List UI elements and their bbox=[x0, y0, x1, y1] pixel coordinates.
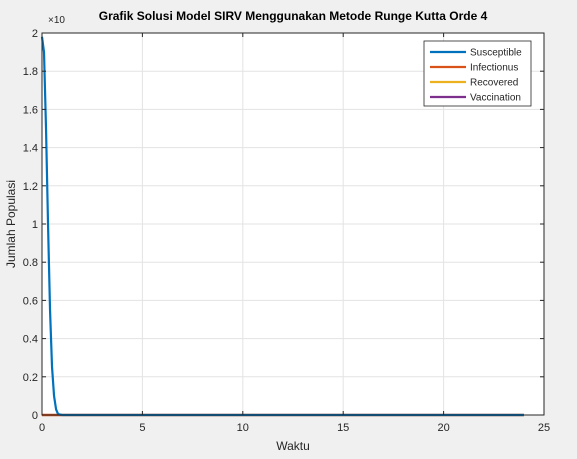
x-tick-label: 5 bbox=[139, 422, 145, 434]
y-tick-label: 0.6 bbox=[23, 295, 38, 307]
y-tick-label: 1.6 bbox=[23, 104, 38, 116]
y-tick-label: 1.8 bbox=[23, 66, 38, 78]
x-tick-label: 10 bbox=[237, 422, 249, 434]
y-tick-label: 1 bbox=[32, 219, 38, 231]
y-tick-label: 1.4 bbox=[23, 143, 38, 155]
y-tick-label: 1.2 bbox=[23, 181, 38, 193]
y-tick-label: 0.8 bbox=[23, 257, 38, 269]
x-axis-label: Waktu bbox=[276, 439, 310, 453]
legend-label-vaccination: Vaccination bbox=[470, 93, 521, 104]
y-tick-label: 0.2 bbox=[23, 372, 38, 384]
legend-label-recovered: Recovered bbox=[470, 78, 518, 89]
legend: Susceptible Infectionus Recovered Vaccinati… bbox=[424, 41, 531, 106]
y-tick-label: 2 bbox=[32, 28, 38, 40]
y-axis-label: Jumlah Populasi bbox=[4, 180, 18, 268]
y-tick-label: 0 bbox=[32, 410, 38, 422]
x-tick-label: 20 bbox=[437, 422, 449, 434]
chart-title: Grafik Solusi Model SIRV Menggunakan Met… bbox=[99, 9, 488, 23]
y-tick-label: 0.4 bbox=[23, 334, 38, 346]
x-tick-label: 0 bbox=[39, 422, 45, 434]
legend-label-susceptible: Susceptible bbox=[470, 48, 522, 59]
legend-label-infectionus: Infectionus bbox=[470, 63, 518, 74]
x-tick-label: 25 bbox=[538, 422, 550, 434]
y-axis-exponent: ×10 bbox=[48, 15, 65, 26]
x-tick-label: 15 bbox=[337, 422, 349, 434]
